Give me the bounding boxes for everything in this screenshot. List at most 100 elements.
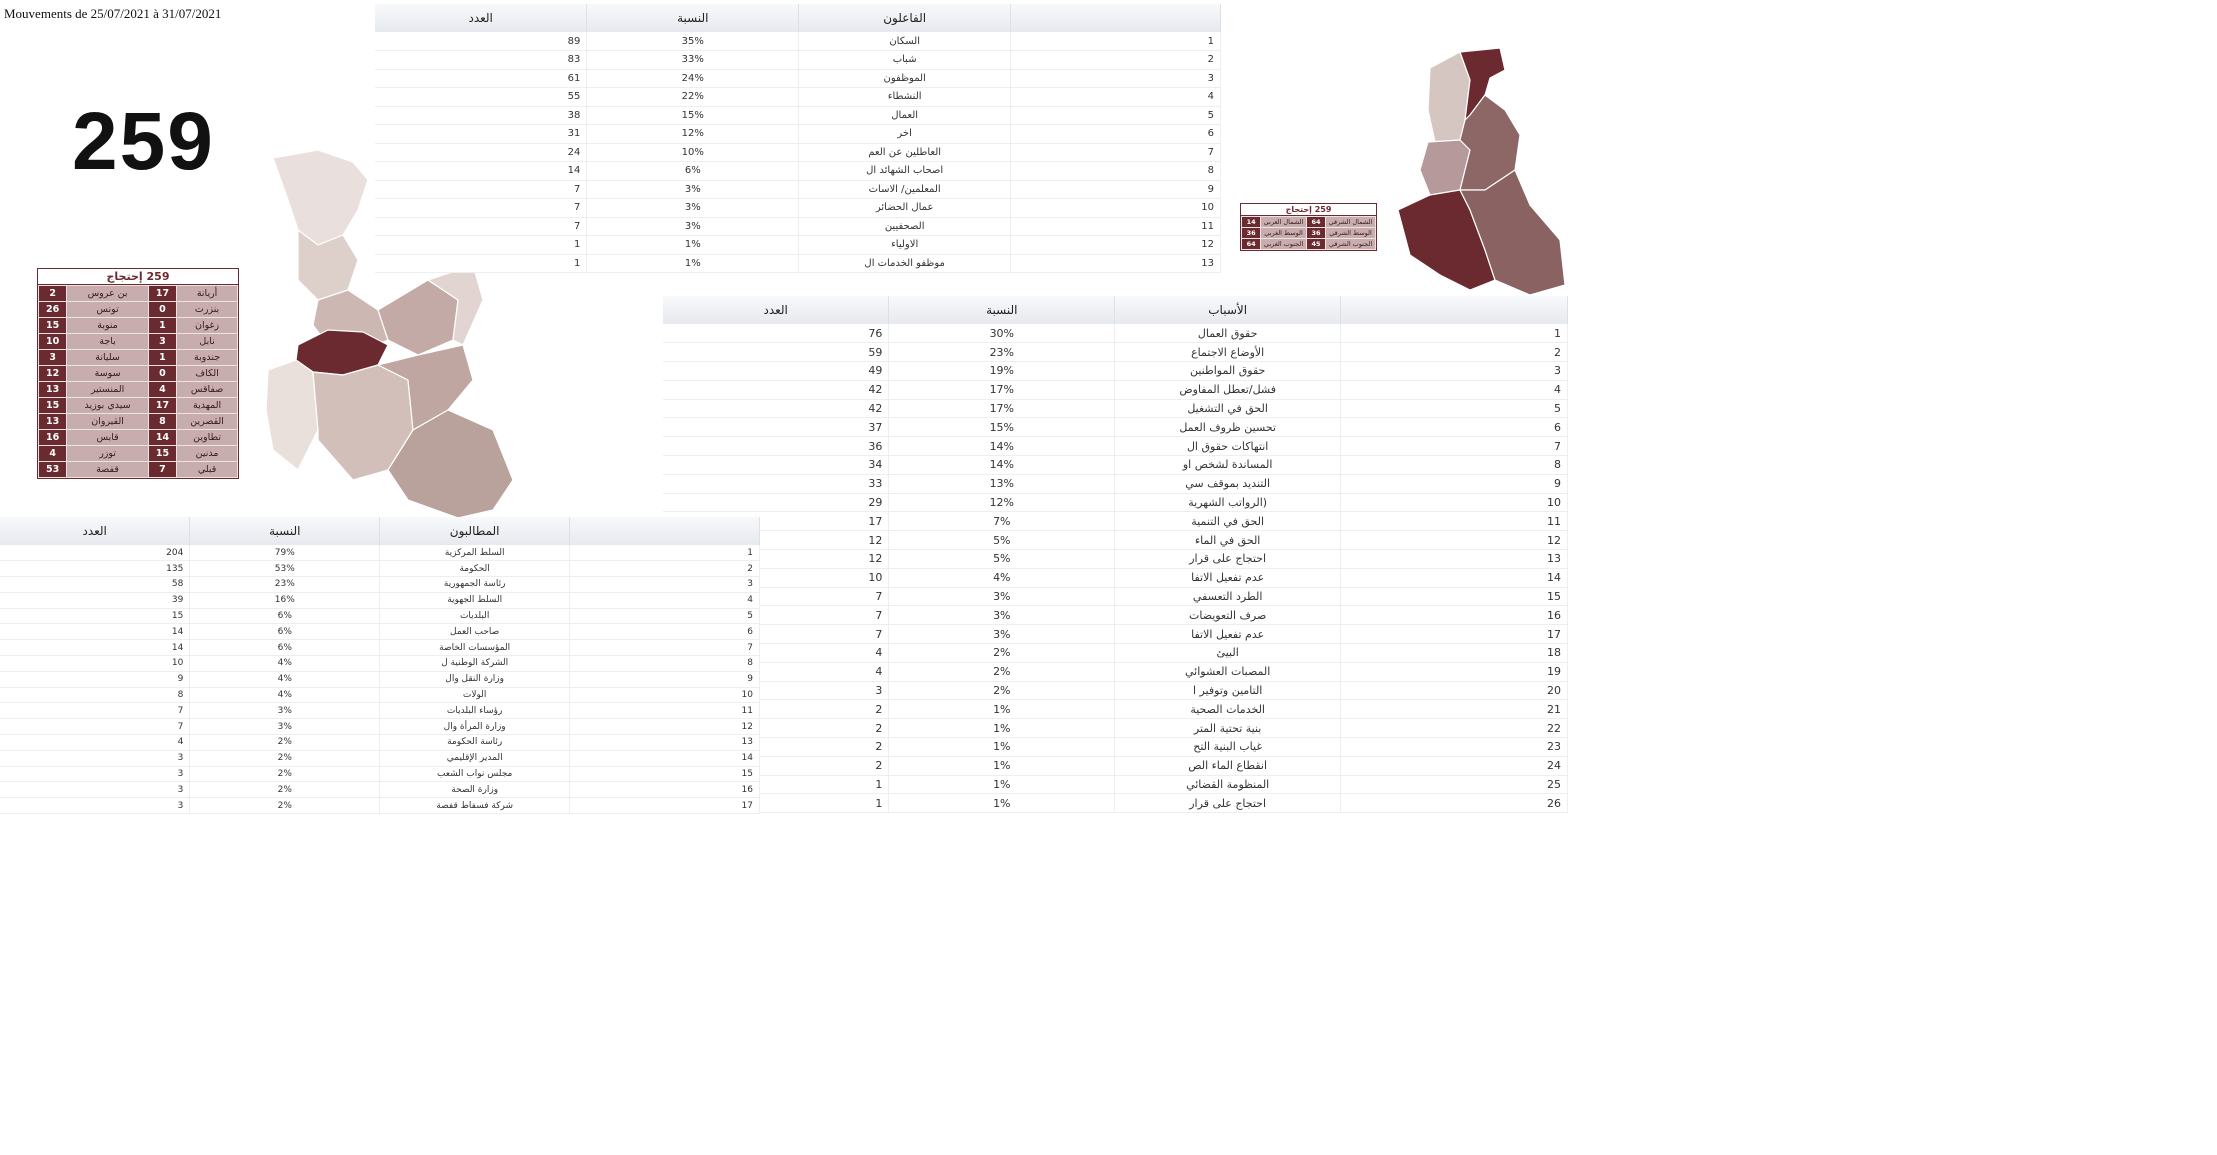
table-row: 7 3% عدم تفعيل الاتفا 17 bbox=[663, 624, 1568, 645]
row-count: 24 bbox=[375, 143, 588, 162]
row-label: موظفو الخدمات ال bbox=[798, 254, 1012, 273]
table-row: 14 6% صاحب العمل 6 bbox=[0, 623, 760, 641]
row-label: عدم تفعيل الاتفا bbox=[1114, 624, 1342, 645]
legend-row: 2 بن عروس 17 أريانة bbox=[39, 286, 237, 301]
legend-left-count: 4 bbox=[39, 446, 67, 461]
row-count: 33 bbox=[663, 474, 890, 494]
row-label: رئاسة الجمهورية bbox=[379, 576, 571, 593]
row-index: 17 bbox=[1340, 624, 1568, 645]
row-percent: 4% bbox=[189, 687, 381, 704]
row-count: 58 bbox=[0, 576, 191, 593]
row-percent: 35% bbox=[586, 32, 800, 51]
row-label: غياب البنية التح bbox=[1114, 737, 1342, 757]
legend-right-name: قبلي bbox=[177, 462, 237, 477]
row-count: 15 bbox=[0, 608, 191, 625]
row-index: 4 bbox=[1010, 87, 1221, 107]
table-row: 76 30% حقوق العمال 1 bbox=[663, 324, 1568, 344]
legend-left-name: الشمال الغربي bbox=[1261, 217, 1306, 227]
row-count: 61 bbox=[375, 69, 588, 88]
legend-row: 64 الجنوب الغربي 45 الجنوب الشرقي bbox=[1242, 239, 1375, 249]
row-index: 19 bbox=[1340, 662, 1568, 682]
governorate-legend-title: 259 إحتجاج bbox=[38, 269, 238, 285]
row-index: 3 bbox=[569, 576, 760, 593]
legend-left-count: 64 bbox=[1242, 239, 1261, 249]
row-index: 13 bbox=[569, 734, 760, 751]
row-percent: 2% bbox=[189, 781, 381, 799]
legend-row: 36 الوسط الغربي 36 الوسط الشرقي bbox=[1242, 228, 1375, 238]
actors-label-header: الفاعلون bbox=[798, 4, 1012, 32]
legend-left-count: 36 bbox=[1242, 228, 1261, 238]
row-label: انقطاع الماء الص bbox=[1114, 756, 1342, 776]
row-index: 2 bbox=[569, 560, 760, 578]
row-percent: 2% bbox=[189, 750, 381, 767]
row-index: 6 bbox=[569, 623, 760, 641]
row-count: 29 bbox=[663, 493, 890, 513]
legend-row: 13 القيروان 8 القصرين bbox=[39, 414, 237, 429]
row-index: 14 bbox=[569, 750, 760, 767]
table-row: 1 1% احتجاج على قرار 26 bbox=[663, 793, 1568, 814]
table-row: 12 5% احتجاج على قرار 13 bbox=[663, 549, 1568, 569]
row-percent: 3% bbox=[586, 198, 800, 218]
table-row: 3 2% مجلس نواب الشعب 15 bbox=[0, 766, 760, 783]
table-row: 3 2% شركة فسفاط قفصة 17 bbox=[0, 797, 760, 815]
row-percent: 13% bbox=[888, 474, 1116, 494]
row-percent: 5% bbox=[888, 549, 1116, 569]
legend-right-name: مدنين bbox=[177, 446, 237, 461]
row-count: 8 bbox=[0, 687, 191, 704]
row-index: 14 bbox=[1340, 568, 1568, 588]
row-percent: 22% bbox=[586, 87, 800, 107]
table-row: 3 2% التامين وتوفير ا 20 bbox=[663, 681, 1568, 701]
table-row: 42 17% الحق في التشغيل 5 bbox=[663, 399, 1568, 419]
row-percent: 2% bbox=[888, 662, 1116, 682]
actors-count-header: العدد bbox=[375, 4, 588, 32]
reasons-count-header: العدد bbox=[663, 296, 890, 324]
legend-left-name: سوسة bbox=[67, 366, 148, 381]
row-label: المؤسسات الخاصة bbox=[379, 639, 571, 657]
legend-left-count: 2 bbox=[39, 286, 67, 301]
row-count: 83 bbox=[375, 50, 588, 70]
row-count: 42 bbox=[663, 399, 890, 419]
row-percent: 14% bbox=[888, 455, 1116, 475]
row-label: المساندة لشخص او bbox=[1114, 455, 1342, 475]
row-label: البلديات bbox=[379, 608, 571, 625]
table-row: 8 4% الولات 10 bbox=[0, 687, 760, 704]
legend-left-count: 15 bbox=[39, 318, 67, 333]
table-row: 15 6% البلديات 5 bbox=[0, 608, 760, 625]
row-index: 13 bbox=[1340, 549, 1568, 569]
row-label: تحسين ظروف العمل bbox=[1114, 417, 1342, 438]
table-row: 7 3% وزارة المرأة وال 12 bbox=[0, 718, 760, 736]
row-count: 76 bbox=[663, 324, 890, 344]
row-label: الصحفيين bbox=[798, 217, 1012, 236]
table-row: 4 2% البيئ 18 bbox=[663, 643, 1568, 663]
table-row: 33 13% التنديد بموقف سي 9 bbox=[663, 474, 1568, 494]
row-index: 17 bbox=[569, 797, 760, 815]
row-count: 7 bbox=[0, 702, 191, 720]
row-index: 23 bbox=[1340, 737, 1568, 757]
row-percent: 1% bbox=[888, 718, 1116, 739]
row-index: 25 bbox=[1340, 775, 1568, 795]
actors-percent-header: النسبة bbox=[586, 4, 800, 32]
row-label: الحكومة bbox=[379, 560, 571, 578]
demanded-count-header: العدد bbox=[0, 517, 191, 545]
row-index: 16 bbox=[569, 781, 760, 799]
row-percent: 14% bbox=[888, 436, 1116, 457]
row-count: 55 bbox=[375, 87, 588, 107]
row-label: التامين وتوفير ا bbox=[1114, 681, 1342, 701]
row-count: 7 bbox=[375, 217, 588, 236]
table-row: 10 4% عدم تفعيل الاتفا 14 bbox=[663, 568, 1568, 588]
demanded-percent-header: النسبة bbox=[189, 517, 381, 545]
row-label: حقوق العمال bbox=[1114, 324, 1342, 344]
row-index: 7 bbox=[1340, 436, 1568, 457]
row-percent: 5% bbox=[888, 530, 1116, 551]
region-map bbox=[1397, 47, 1566, 296]
reasons-percent-header: النسبة bbox=[888, 296, 1116, 324]
table-row: 42 17% فشل/تعطل المفاوض 4 bbox=[663, 380, 1568, 400]
row-index: 8 bbox=[1010, 161, 1221, 181]
demanded-index-header bbox=[569, 517, 760, 545]
legend-left-name: باجة bbox=[67, 334, 148, 349]
map-region-southeast bbox=[376, 344, 474, 431]
row-percent: 79% bbox=[189, 545, 381, 562]
row-index: 13 bbox=[1010, 254, 1221, 273]
row-label: المنظومة القضائي bbox=[1114, 775, 1342, 795]
legend-left-name: بن عروس bbox=[67, 286, 148, 301]
